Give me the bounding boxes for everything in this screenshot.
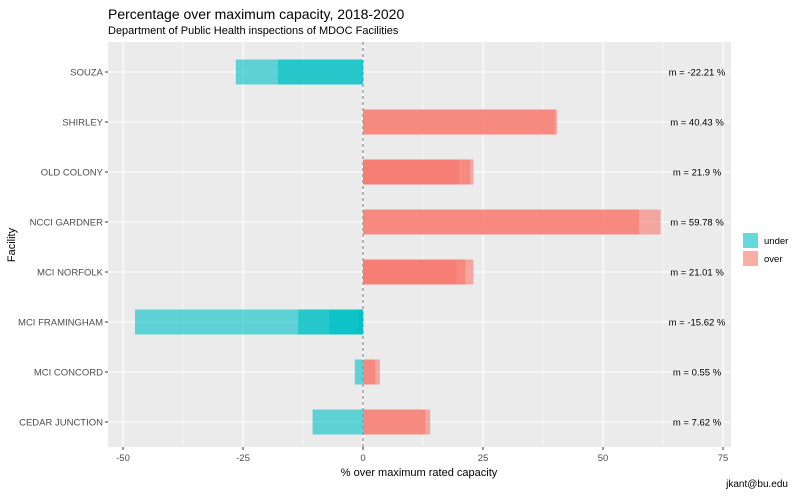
bar [363, 209, 639, 235]
legend: under over [743, 233, 788, 266]
y-axis: SOUZA SHIRLEY OLD COLONY NCCI GARDNER MCI NO… [18, 68, 108, 429]
x-axis: -50 -25 0 25 50 75 [116, 447, 728, 464]
bar [363, 159, 459, 185]
y-tick-label: SOUZA [70, 68, 103, 79]
mean-label: m = 0.55 % [673, 368, 722, 379]
y-tick-label: MCI FRAMINGHAM [18, 318, 103, 329]
mean-label: m = 21.01 % [670, 268, 724, 279]
mean-label: m = 40.43 % [670, 118, 724, 129]
x-axis-title: % over maximum rated capacity [341, 467, 498, 479]
y-tick-label: MCI CONCORD [34, 368, 103, 379]
chart-title: Percentage over maximum capacity, 2018-2… [108, 6, 405, 22]
bar [363, 359, 375, 385]
mean-label: m = -15.62 % [669, 318, 726, 329]
bar [363, 109, 555, 135]
x-tick-label: 0 [360, 453, 365, 464]
x-tick-label: -50 [116, 453, 130, 464]
bar [312, 409, 363, 435]
bar [363, 409, 426, 435]
bar [363, 259, 457, 285]
bar [358, 309, 363, 335]
mean-label: m = 21.9 % [673, 168, 722, 179]
bar [354, 359, 363, 385]
bar [329, 309, 363, 335]
bar [278, 59, 363, 85]
x-tick-label: 75 [718, 453, 729, 464]
x-tick-label: 50 [598, 453, 609, 464]
y-tick-label: NCCI GARDNER [30, 218, 104, 229]
chart-subtitle: Department of Public Health inspections … [108, 25, 399, 37]
bars [135, 59, 661, 435]
legend-label-over: over [764, 254, 782, 265]
y-tick-label: CEDAR JUNCTION [19, 418, 103, 429]
x-tick-label: 25 [478, 453, 489, 464]
y-tick-label: SHIRLEY [62, 118, 103, 129]
mean-label: m = -22.21 % [669, 68, 726, 79]
legend-key-over [743, 251, 758, 266]
mean-label: m = 7.62 % [673, 418, 722, 429]
mean-label: m = 59.78 % [670, 218, 724, 229]
plot-panel [108, 42, 731, 447]
legend-label-under: under [764, 236, 788, 247]
chart-caption: jkant@bu.edu [726, 479, 788, 490]
legend-key-under [743, 233, 758, 248]
mean-annotations: m = -22.21 % m = 40.43 % m = 21.9 % m = 59.… [669, 68, 726, 429]
y-tick-label: OLD COLONY [41, 168, 104, 179]
y-tick-label: MCI NORFOLK [37, 268, 104, 279]
x-tick-label: -25 [236, 453, 250, 464]
y-axis-title: Facility [6, 227, 18, 262]
